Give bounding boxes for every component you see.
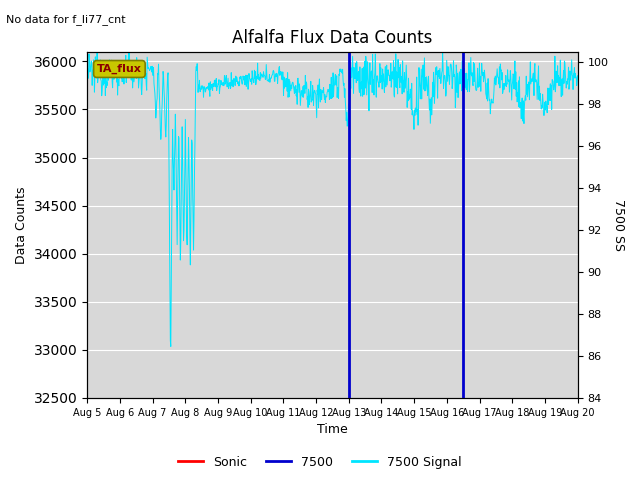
- 7500 Signal: [93, 39, 101, 45]
- 7500 Signal: [574, 73, 582, 79]
- Line: 7500 Signal: 7500 Signal: [87, 42, 578, 347]
- Y-axis label: Data Counts: Data Counts: [15, 186, 28, 264]
- Text: TA_flux: TA_flux: [97, 64, 142, 74]
- 7500 Signal: [167, 344, 175, 349]
- 7500 Signal: [148, 69, 156, 75]
- 7500 Signal: [266, 76, 274, 82]
- 7500 Signal: [439, 50, 447, 56]
- 7500 Signal: [337, 67, 345, 73]
- 7500 Signal: [83, 72, 91, 78]
- Title: Alfalfa Flux Data Counts: Alfalfa Flux Data Counts: [232, 29, 433, 48]
- 7500 Signal: [214, 81, 222, 86]
- Legend: Sonic, 7500, 7500 Signal: Sonic, 7500, 7500 Signal: [173, 451, 467, 474]
- 7500 Signal: [543, 103, 550, 109]
- X-axis label: Time: Time: [317, 423, 348, 436]
- Text: No data for f_li77_cnt: No data for f_li77_cnt: [6, 14, 126, 25]
- Y-axis label: 7500 SS: 7500 SS: [612, 199, 625, 251]
